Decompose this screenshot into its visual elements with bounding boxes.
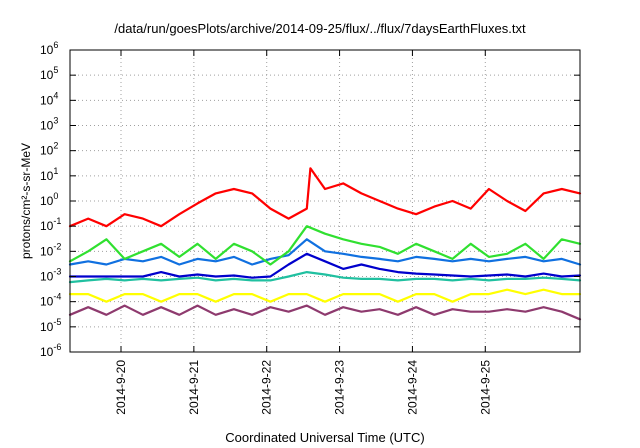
y-tick-labels: 10-6 10-5 10-4 10-3 10-2 10-1 100 101 102 103 104 1… <box>40 40 61 359</box>
y-tick-label: 100 <box>40 191 58 208</box>
y-axis-label: protons/cm²-s-sr-MeV <box>19 143 33 259</box>
series-line-6 <box>68 225 582 266</box>
series-line-7 <box>68 167 582 228</box>
y-tick-label: 10-6 <box>40 342 61 359</box>
y-tick-label: 10-3 <box>40 267 61 284</box>
series-line-2 <box>68 288 582 303</box>
chart-title: /data/run/goesPlots/archive/2014-09-25/f… <box>114 21 526 36</box>
y-tick-label: 10-5 <box>40 317 61 334</box>
x-tick-label: 2014-9-20 <box>114 360 128 415</box>
y-tick-label: 10-2 <box>40 241 61 258</box>
series-line-3 <box>68 271 582 284</box>
series-line-1 <box>68 304 582 321</box>
series-line-5 <box>68 238 582 266</box>
x-tick-label: 2014-9-25 <box>478 360 492 415</box>
x-tick-label: 2014-9-24 <box>405 360 419 415</box>
gridlines <box>70 50 580 352</box>
series-line-4 <box>68 252 582 279</box>
x-tick-labels: 2014-9-20 2014-9-21 2014-9-22 2014-9-23 2014… <box>114 360 492 415</box>
y-tick-label: 104 <box>40 90 58 107</box>
axis-ticks <box>70 49 580 353</box>
y-tick-label: 101 <box>40 166 58 183</box>
y-tick-label: 105 <box>40 65 58 82</box>
x-tick-label: 2014-9-23 <box>333 360 347 415</box>
y-tick-label: 106 <box>40 40 58 57</box>
y-tick-label: 103 <box>40 116 58 133</box>
x-tick-label: 2014-9-21 <box>187 360 201 415</box>
y-tick-label: 10-4 <box>40 292 61 309</box>
x-tick-label: 2014-9-22 <box>260 360 274 415</box>
y-tick-label: 102 <box>40 141 58 158</box>
x-axis-label: Coordinated Universal Time (UTC) <box>225 430 424 445</box>
y-tick-label: 10-1 <box>40 216 61 233</box>
series-lines <box>68 167 582 321</box>
